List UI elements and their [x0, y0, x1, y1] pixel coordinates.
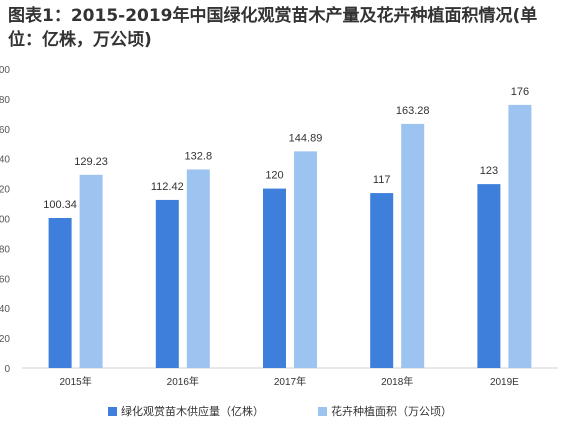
data-label: 132.8: [185, 150, 213, 162]
bar: [294, 151, 317, 368]
data-label: 176: [511, 86, 529, 98]
bar: [263, 188, 286, 368]
y-tick-label: 20: [0, 334, 10, 345]
legend: 绿化观赏苗木供应量（亿株） 花卉种植面积（万公顷）: [108, 404, 452, 418]
legend-swatch: [108, 407, 117, 416]
legend-label: 花卉种植面积（万公顷）: [331, 404, 452, 418]
data-label: 144.89: [289, 132, 323, 144]
bar: [155, 199, 179, 368]
y-tick-label: 40: [0, 304, 10, 315]
bar: [370, 193, 394, 368]
x-tick-label: 2016年: [167, 375, 199, 388]
y-tick-label: 0: [4, 364, 10, 375]
data-label: 117: [373, 174, 391, 186]
data-label: 120: [265, 170, 283, 182]
bar: [401, 123, 425, 369]
y-tick-label: 120: [0, 185, 10, 196]
y-tick-label: 180: [0, 95, 10, 106]
y-tick-label: 200: [0, 65, 10, 76]
y-tick-label: 80: [0, 244, 10, 255]
chart-title: 图表1：2015-2019年中国绿化观赏苗木产量及花卉种植面积情况(单位：亿株，…: [8, 6, 538, 50]
data-label: 163.28: [396, 105, 430, 117]
y-tick-label: 160: [0, 125, 10, 136]
bars: 100.34 129.23 112.42 132.8 120 144.89 117 163.2…: [43, 86, 532, 369]
data-label: 123: [480, 165, 498, 177]
y-tick-label: 100: [0, 215, 10, 226]
legend-swatch: [318, 407, 327, 416]
bar: [48, 217, 72, 368]
x-tick-label: 2017年: [274, 375, 306, 388]
data-label: 129.23: [74, 156, 108, 168]
data-label: 100.34: [43, 199, 77, 211]
data-label: 112.42: [151, 181, 184, 193]
y-tick-label: 140: [0, 155, 10, 166]
x-tick-label: 2019E: [490, 377, 519, 388]
x-tick-label: 2018年: [381, 375, 413, 388]
x-axis: 2015年 2016年 2017年 2018年 2019E: [59, 375, 519, 388]
bar: [477, 184, 501, 368]
y-tick-label: 60: [0, 274, 10, 285]
bar: [508, 104, 532, 368]
bar: [186, 169, 210, 368]
y-axis: 0 20 40 60 80 100 120 140 160 180 200: [0, 65, 10, 375]
x-tick-label: 2015年: [59, 375, 91, 388]
legend-label: 绿化观赏苗木供应量（亿株）: [121, 404, 264, 418]
bar: [79, 174, 103, 368]
